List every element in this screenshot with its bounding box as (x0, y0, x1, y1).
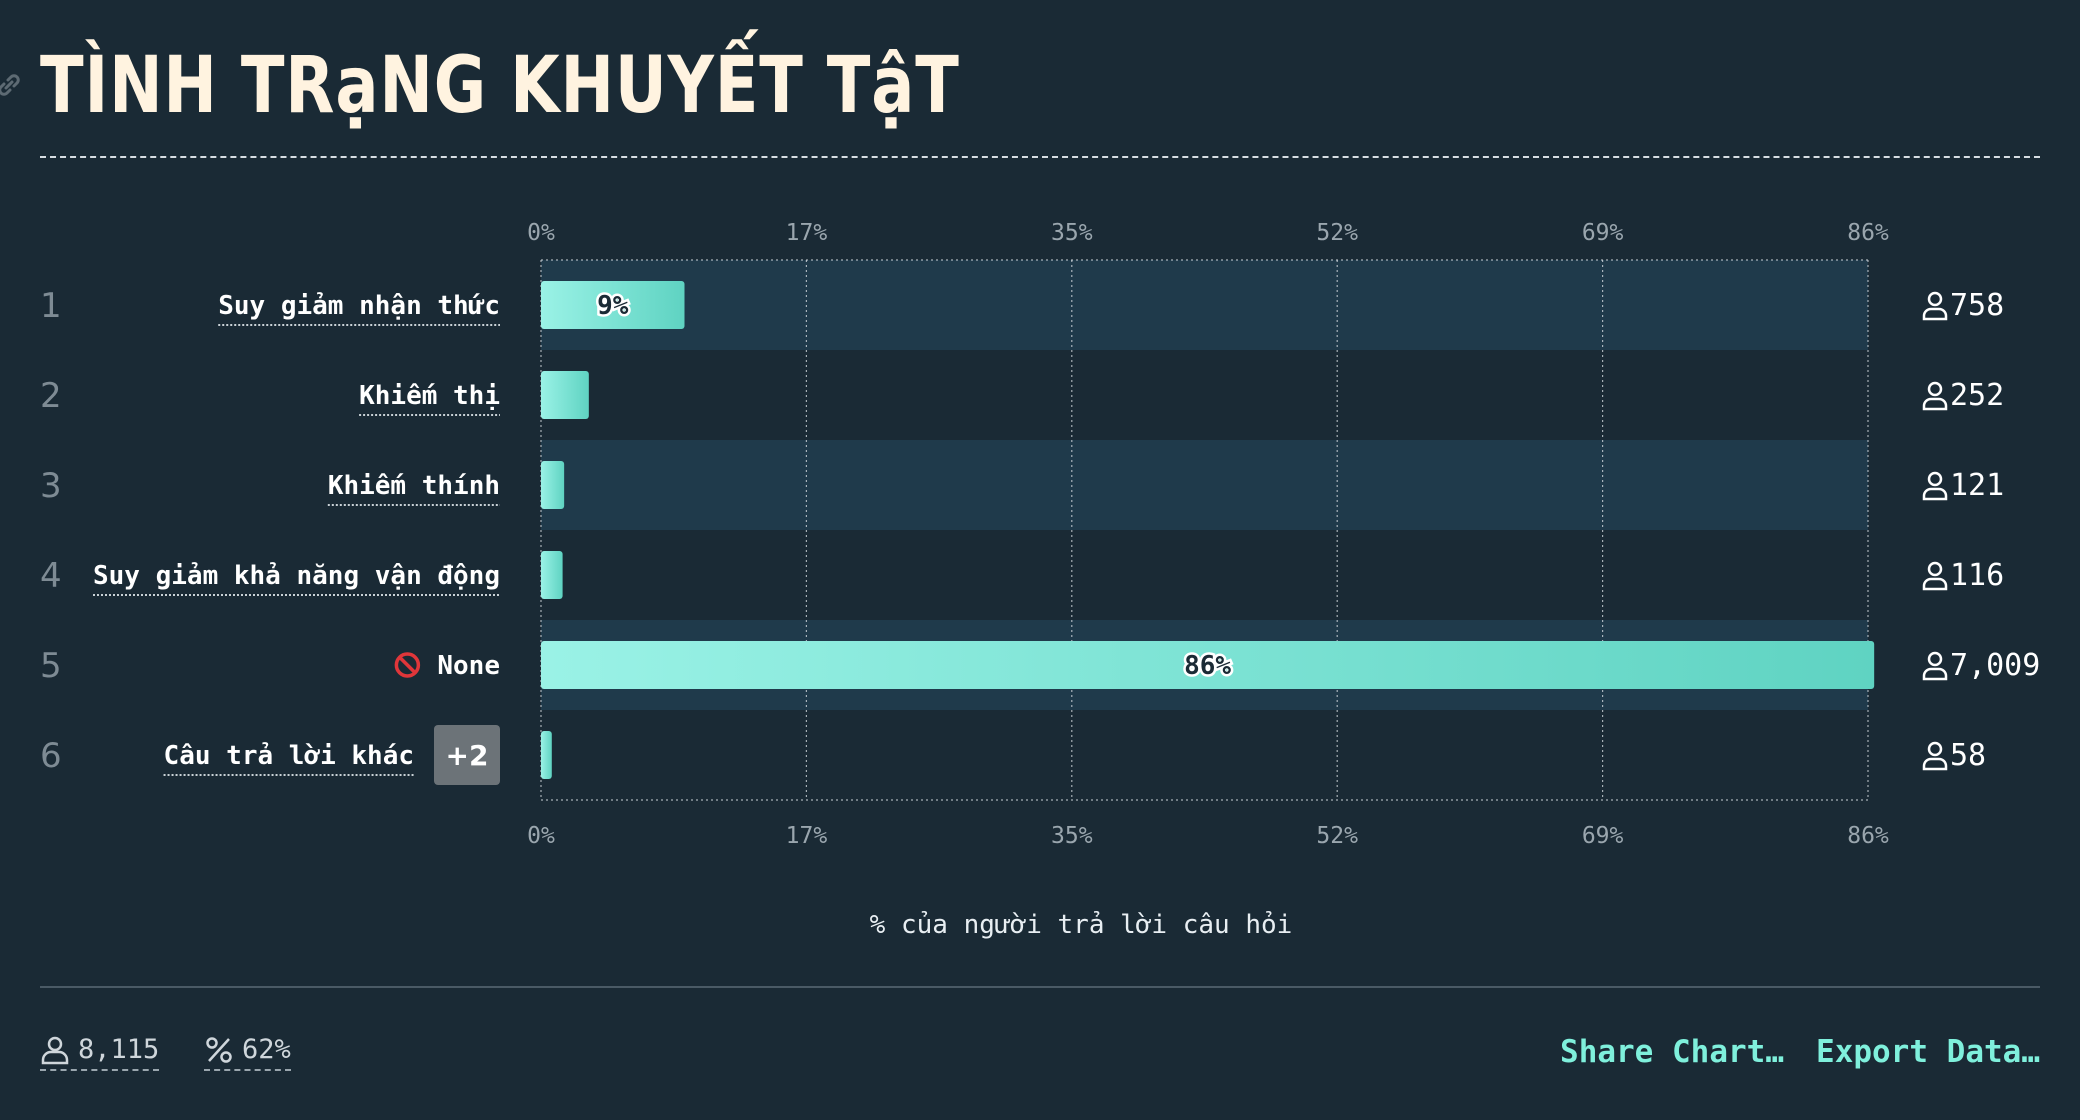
bar (541, 731, 552, 779)
x-tick-label-bottom: 35% (1051, 823, 1093, 849)
person-icon (1922, 381, 1948, 411)
footer-divider (40, 986, 2040, 988)
category-label: Câu trả lời khác (164, 741, 414, 771)
rank-number: 1 (40, 286, 62, 326)
rank-number: 4 (40, 556, 62, 596)
x-tick-label-top: 52% (1316, 220, 1358, 246)
category-label: Suy giảm nhận thức (218, 291, 500, 321)
bar (541, 641, 1875, 689)
respondent-count: 116 (1950, 558, 2004, 593)
category-label: Khiếm thính (328, 471, 500, 501)
percent-icon (206, 1036, 232, 1063)
share-chart-button[interactable]: Share Chart… (1560, 1034, 1784, 1070)
person-icon (1922, 741, 1948, 771)
more-answers-count: +2 (446, 739, 489, 772)
export-data-button[interactable]: Export Data… (1816, 1034, 2040, 1070)
category-label: Suy giảm khả năng vận động (93, 561, 500, 591)
response-rate-stat[interactable]: 62% (204, 1034, 291, 1071)
respondent-count: 121 (1950, 468, 2004, 503)
respondent-count: 758 (1950, 288, 2004, 323)
respondents-count: 8,115 (78, 1034, 160, 1065)
x-tick-label-top: 86% (1847, 220, 1889, 246)
bar (541, 551, 563, 599)
bar-value-label: 86% (1184, 651, 1231, 681)
x-tick-label-top: 17% (786, 220, 828, 246)
x-tick-label-top: 69% (1582, 220, 1624, 246)
rank-number: 6 (40, 736, 62, 776)
x-tick-label-bottom: 17% (786, 823, 828, 849)
category-label: None (437, 651, 500, 681)
bar (541, 461, 565, 509)
x-tick-label-top: 0% (527, 220, 555, 246)
person-icon (41, 1036, 69, 1064)
more-answers-badge (434, 725, 500, 785)
person-icon (1922, 561, 1948, 591)
x-tick-label-bottom: 86% (1847, 823, 1889, 849)
person-icon (1922, 471, 1948, 501)
bar-chart: 9% 86% 0% 0% 17% 17% 35% 35% 52% 52% 69% 69% 86% 86%… (40, 220, 2040, 940)
bar (541, 281, 685, 329)
row-background (541, 260, 1868, 350)
rank-number: 3 (40, 466, 62, 506)
row-background (541, 440, 1868, 530)
x-axis-title: % của người trả lời câu hỏi (870, 910, 1293, 940)
rank-number: 5 (40, 646, 62, 686)
category-label: Khiếm thị (359, 381, 500, 411)
bar (541, 371, 589, 419)
x-tick-label-bottom: 52% (1316, 823, 1358, 849)
respondents-stat[interactable]: 8,115 (40, 1034, 160, 1071)
bar-value-label: 9% (597, 291, 629, 321)
person-icon (1922, 291, 1948, 321)
no-entry-icon (394, 652, 421, 678)
x-tick-label-bottom: 69% (1582, 823, 1624, 849)
x-tick-label-top: 35% (1051, 220, 1093, 246)
person-icon (1922, 651, 1948, 681)
rank-number: 2 (40, 376, 62, 416)
response-rate-value: 62% (242, 1034, 291, 1065)
title-divider (40, 156, 2040, 158)
chart-title: TÌNH TRạNG KHUYẾT TậT (40, 41, 960, 131)
respondent-count: 7,009 (1950, 648, 2040, 683)
respondent-count: 58 (1950, 738, 1986, 773)
link-icon[interactable] (0, 70, 24, 100)
x-tick-label-bottom: 0% (527, 823, 555, 849)
respondent-count: 252 (1950, 378, 2004, 413)
